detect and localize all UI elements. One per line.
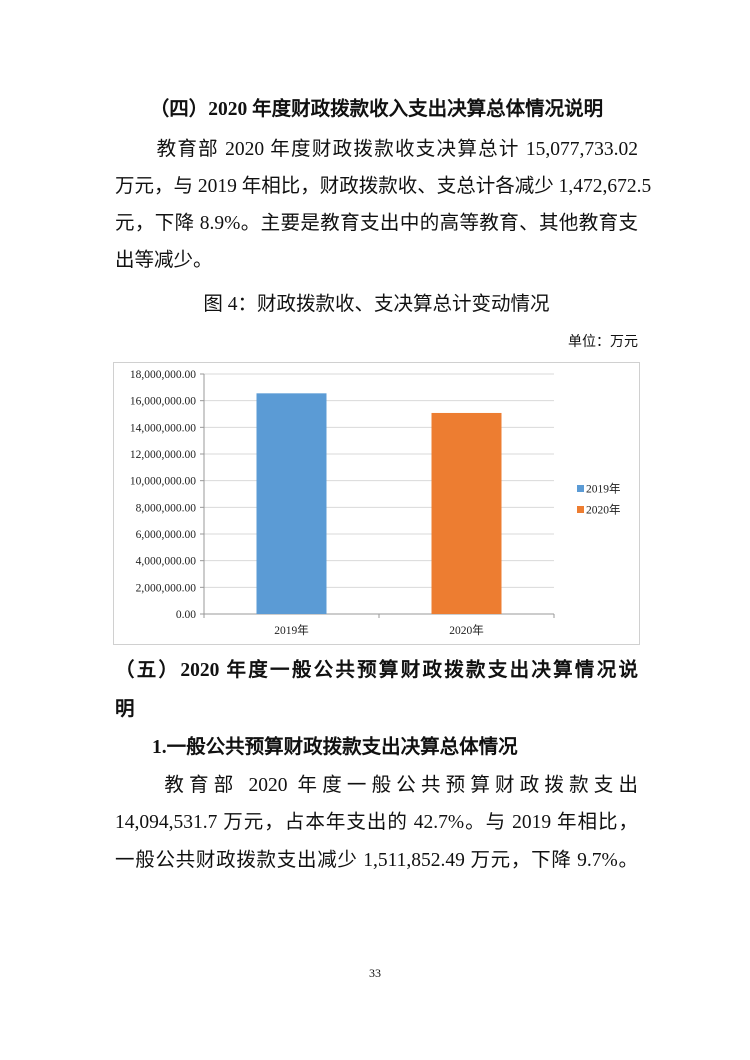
subheading: 1.一般公共预算财政拨款支出决算总体情况 [152, 737, 518, 758]
bar-chart: 0.00 2,000,000.00 4,000,000.00 6,000,000.00… [113, 362, 640, 645]
section-4-heading: （四）2020 年度财政拨款收入支出决算总体情况说明 [149, 99, 604, 120]
section-5-heading-cont: 明 [115, 699, 135, 720]
legend-swatch [577, 485, 584, 492]
paragraph-line: 万元，与 2019 年相比，财政拨款收、支总计各减少 1,472,672.5 [115, 176, 652, 197]
page-number: 33 [369, 966, 381, 980]
bar-2019年 [256, 393, 327, 614]
section-5-heading: （五）2020 年度一般公共预算财政拨款支出决算情况说 [115, 660, 638, 681]
y-tick-label: 16,000,000.00 [130, 396, 196, 408]
x-tick-label: 2020年 [449, 623, 484, 637]
paragraph-line: 教育部 2020 年度一般公共预算财政拨款支出 [115, 775, 638, 796]
paragraph-line: 出等减少。 [115, 250, 213, 271]
legend-label: 2020年 [586, 503, 621, 517]
y-tick-label: 4,000,000.00 [136, 556, 197, 568]
y-tick-label: 6,000,000.00 [136, 529, 197, 541]
unit-label: 单位：万元 [568, 335, 638, 350]
paragraph-line: 14,094,531.7 万元，占本年支出的 42.7%。与 2019 年相比， [115, 812, 638, 833]
paragraph-line: 一般公共财政拨款支出减少 1,511,852.49 万元，下降 9.7%。 [115, 850, 638, 871]
paragraph-line: 元，下降 8.9%。主要是教育支出中的高等教育、其他教育支 [115, 213, 638, 234]
y-tick-label: 14,000,000.00 [130, 422, 196, 434]
bar-2020年 [431, 412, 502, 614]
legend-swatch [577, 506, 584, 513]
y-tick-label: 18,000,000.00 [130, 369, 196, 381]
x-tick-label: 2019年 [274, 623, 309, 637]
y-tick-label: 8,000,000.00 [136, 502, 197, 514]
y-tick-label: 12,000,000.00 [130, 449, 196, 461]
y-tick-label: 2,000,000.00 [136, 582, 197, 594]
y-tick-label: 0.00 [176, 609, 196, 621]
paragraph-line: 教育部 2020 年度财政拨款收支决算总计 15,077,733.02 [115, 139, 638, 160]
chart-canvas: 0.00 2,000,000.00 4,000,000.00 6,000,000.00… [130, 369, 621, 637]
legend-label: 2019年 [586, 482, 621, 496]
figure-caption: 图 4：财政拨款收、支决算总计变动情况 [203, 294, 550, 315]
y-tick-label: 10,000,000.00 [130, 476, 196, 488]
